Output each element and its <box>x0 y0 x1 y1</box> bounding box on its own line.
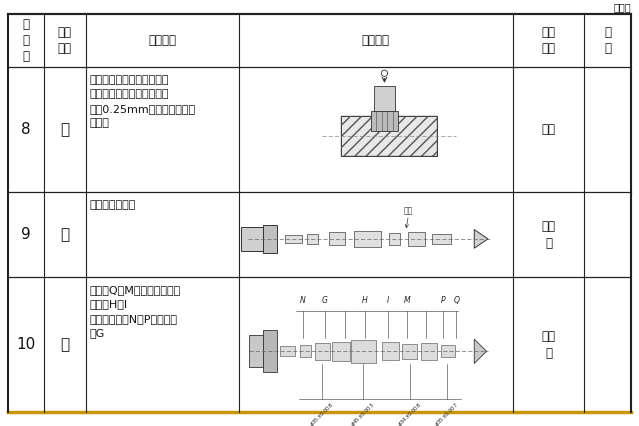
Text: G: G <box>322 296 328 305</box>
Text: 设
备: 设 备 <box>604 26 611 55</box>
Text: $\phi$35$\pm$0.007: $\phi$35$\pm$0.007 <box>433 400 461 426</box>
Text: 铣两个键槽及一个止动垫圈
槽，键槽深度比图样规定尺
寸大0.25mm，作为外圆磨削
的余量: 铣两个键槽及一个止动垫圈 槽，键槽深度比图样规定尺 寸大0.25mm，作为外圆磨… <box>90 75 196 128</box>
Bar <box>389 233 400 245</box>
Bar <box>341 116 437 156</box>
Text: 磨: 磨 <box>60 337 69 352</box>
Text: P: P <box>440 296 445 305</box>
Text: 中心
孔: 中心 孔 <box>541 220 555 250</box>
Text: 工序
名称: 工序 名称 <box>58 26 72 55</box>
Text: 工序内容: 工序内容 <box>148 34 176 47</box>
Bar <box>329 233 346 245</box>
Text: 中心
床: 中心 床 <box>541 330 555 360</box>
Text: $\phi$34$\pm$0.008: $\phi$34$\pm$0.008 <box>396 400 424 426</box>
Text: 磨外圆Q、M并用砂轮端面靠
磨台肩H、I
调头，磨外圆N、P，靠磨台
肩G: 磨外圆Q、M并用砂轮端面靠 磨台肩H、I 调头，磨外圆N、P，靠磨台 肩G <box>90 285 181 338</box>
Bar <box>307 234 318 244</box>
Bar <box>341 116 437 156</box>
Text: $\phi$45$\pm$0.003: $\phi$45$\pm$0.003 <box>349 400 378 426</box>
Text: $\phi$35$\pm$0.008: $\phi$35$\pm$0.008 <box>308 400 336 426</box>
Bar <box>314 343 330 360</box>
Bar <box>442 345 455 357</box>
Text: 工序简图: 工序简图 <box>362 34 390 47</box>
Text: M: M <box>404 296 410 305</box>
Polygon shape <box>474 230 488 248</box>
Text: 10: 10 <box>16 337 35 352</box>
Text: 钓: 钓 <box>60 122 69 137</box>
Bar <box>263 330 277 372</box>
Text: 9: 9 <box>21 227 31 242</box>
Text: N: N <box>300 296 306 305</box>
Bar <box>421 343 437 360</box>
Text: 8: 8 <box>21 122 31 137</box>
Bar <box>332 342 350 361</box>
Bar <box>432 234 451 244</box>
Text: Q: Q <box>454 296 459 305</box>
Bar <box>371 111 398 131</box>
Text: 工
序
号: 工 序 号 <box>22 18 29 63</box>
Text: H: H <box>362 296 367 305</box>
Bar <box>249 335 263 368</box>
Text: 外圆: 外圆 <box>541 123 555 136</box>
Bar <box>382 342 399 360</box>
Text: 镇: 镇 <box>60 227 69 242</box>
Bar <box>403 344 417 359</box>
Bar <box>242 227 263 251</box>
Bar <box>408 232 425 246</box>
Bar <box>285 235 302 243</box>
Bar <box>353 231 381 247</box>
Bar <box>351 340 376 363</box>
Bar <box>263 225 277 253</box>
Text: 手柄: 手柄 <box>404 206 413 215</box>
Text: （续）: （续） <box>613 2 631 12</box>
Text: 定位
基准: 定位 基准 <box>541 26 555 55</box>
Text: 修研两端中心孔: 修研两端中心孔 <box>90 200 136 210</box>
Text: I: I <box>387 296 389 305</box>
Polygon shape <box>474 339 486 363</box>
Bar <box>300 345 311 357</box>
Bar <box>374 86 396 111</box>
Bar <box>281 346 295 356</box>
